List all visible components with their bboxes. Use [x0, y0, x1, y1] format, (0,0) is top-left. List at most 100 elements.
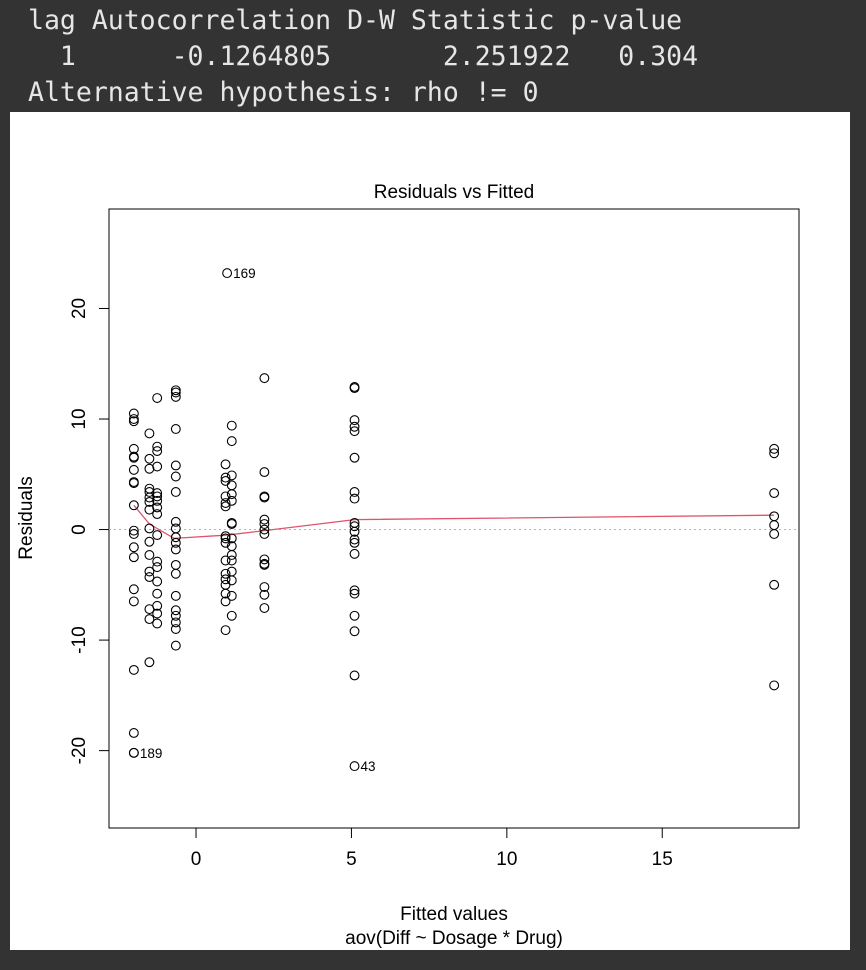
outlier-label: 189: [140, 746, 163, 761]
data-point: [144, 536, 155, 547]
data-point: [128, 596, 139, 607]
data-point: [144, 453, 155, 464]
data-point: [769, 529, 780, 539]
y-tick-label: 10: [69, 408, 90, 429]
data-point: [128, 552, 139, 563]
chart-title: Residuals vs Fitted: [374, 182, 535, 203]
data-point: [220, 588, 231, 599]
data-point: [128, 452, 139, 463]
data-point: [769, 511, 780, 522]
data-point: [769, 680, 780, 691]
data-point: [349, 537, 360, 548]
data-point: [769, 448, 780, 459]
x-tick-label: 10: [496, 849, 517, 870]
data-point: [170, 617, 181, 628]
data-point: [769, 443, 780, 454]
data-point: [349, 452, 360, 463]
data-point: [226, 436, 237, 447]
data-point: [128, 584, 139, 595]
data-point: [349, 761, 360, 772]
data-point: [259, 589, 270, 600]
data-point: [349, 521, 360, 532]
smooth-line: [133, 504, 775, 540]
outlier-labels: 169 189 43: [140, 266, 376, 774]
data-point: [170, 471, 181, 482]
data-point: [226, 550, 237, 560]
data-point: [170, 537, 181, 548]
data-point: [144, 496, 155, 507]
data-point: [152, 562, 163, 573]
data-point: [226, 489, 237, 500]
plot-frame: [108, 208, 800, 829]
durbin-watson-header-line: lag Autocorrelation D-W Statistic p-valu…: [28, 5, 683, 36]
data-point: [220, 533, 231, 544]
data-point: [349, 548, 360, 559]
data-point: [349, 493, 360, 504]
data-point: [144, 463, 155, 474]
data-point: [128, 727, 139, 738]
data-point: [259, 492, 270, 503]
data-point: [128, 464, 139, 475]
data-point: [349, 421, 360, 432]
data-point: [220, 568, 231, 579]
y-axis-label: Residuals: [16, 476, 37, 559]
data-point: [152, 441, 163, 452]
data-point: [152, 530, 163, 541]
data-point: [144, 523, 155, 534]
y-tick-label: 0: [69, 524, 90, 535]
data-point: [226, 470, 237, 481]
data-point: [144, 614, 155, 625]
x-axis-label: Fitted values: [400, 904, 508, 925]
data-point: [152, 608, 163, 619]
data-point: [144, 428, 155, 439]
data-point: [170, 559, 181, 570]
data-point: [152, 502, 163, 513]
data-point: [259, 559, 270, 570]
data-point: [259, 519, 270, 529]
data-point: [128, 529, 139, 539]
data-point: [152, 393, 163, 403]
x-tick-label: 5: [346, 849, 357, 870]
data-point: [170, 568, 181, 579]
data-point: [259, 373, 270, 384]
durbin-watson-values-line: 1 -0.1264805 2.251922 0.304: [28, 41, 699, 72]
data-point: [226, 420, 237, 431]
data-point: [220, 472, 231, 483]
data-point: [226, 566, 237, 577]
data-point: [220, 501, 231, 512]
outlier-label: 169: [233, 266, 256, 281]
chart-subtitle: aov(Diff ~ Dosage * Drug): [345, 928, 563, 949]
axis-ticks: 0 5 10 15 -20 -10 0 10 20: [69, 298, 673, 870]
data-point: [152, 461, 163, 472]
data-point: [226, 519, 237, 529]
data-point: [152, 556, 163, 567]
data-point: [220, 579, 231, 590]
data-point: [349, 585, 360, 596]
data-point: [170, 387, 181, 398]
data-point: [144, 657, 155, 668]
data-point: [144, 487, 155, 497]
data-point: [349, 534, 360, 545]
data-point: [128, 747, 139, 758]
data-point: [259, 529, 270, 539]
plot-panel: Residuals vs Fitted 0 5 10 15 -20 -10 0 10 20 16…: [10, 112, 850, 950]
data-point: [220, 574, 231, 585]
data-point: [259, 514, 270, 525]
data-point: [144, 504, 155, 515]
data-point: [170, 460, 181, 471]
data-point: [259, 554, 270, 565]
data-point: [259, 582, 270, 592]
data-point: [220, 596, 231, 607]
data-point: [349, 415, 360, 426]
data-point: [349, 383, 360, 394]
data-point: [152, 600, 163, 611]
data-point: [769, 488, 780, 499]
data-point: [170, 590, 181, 601]
alternative-hypothesis-line: Alternative hypothesis: rho != 0: [28, 77, 539, 108]
data-point: [220, 625, 231, 636]
data-point: [170, 516, 181, 527]
data-point: [349, 426, 360, 437]
data-point: [152, 588, 163, 599]
data-point: [349, 487, 360, 497]
data-point: [152, 618, 163, 629]
